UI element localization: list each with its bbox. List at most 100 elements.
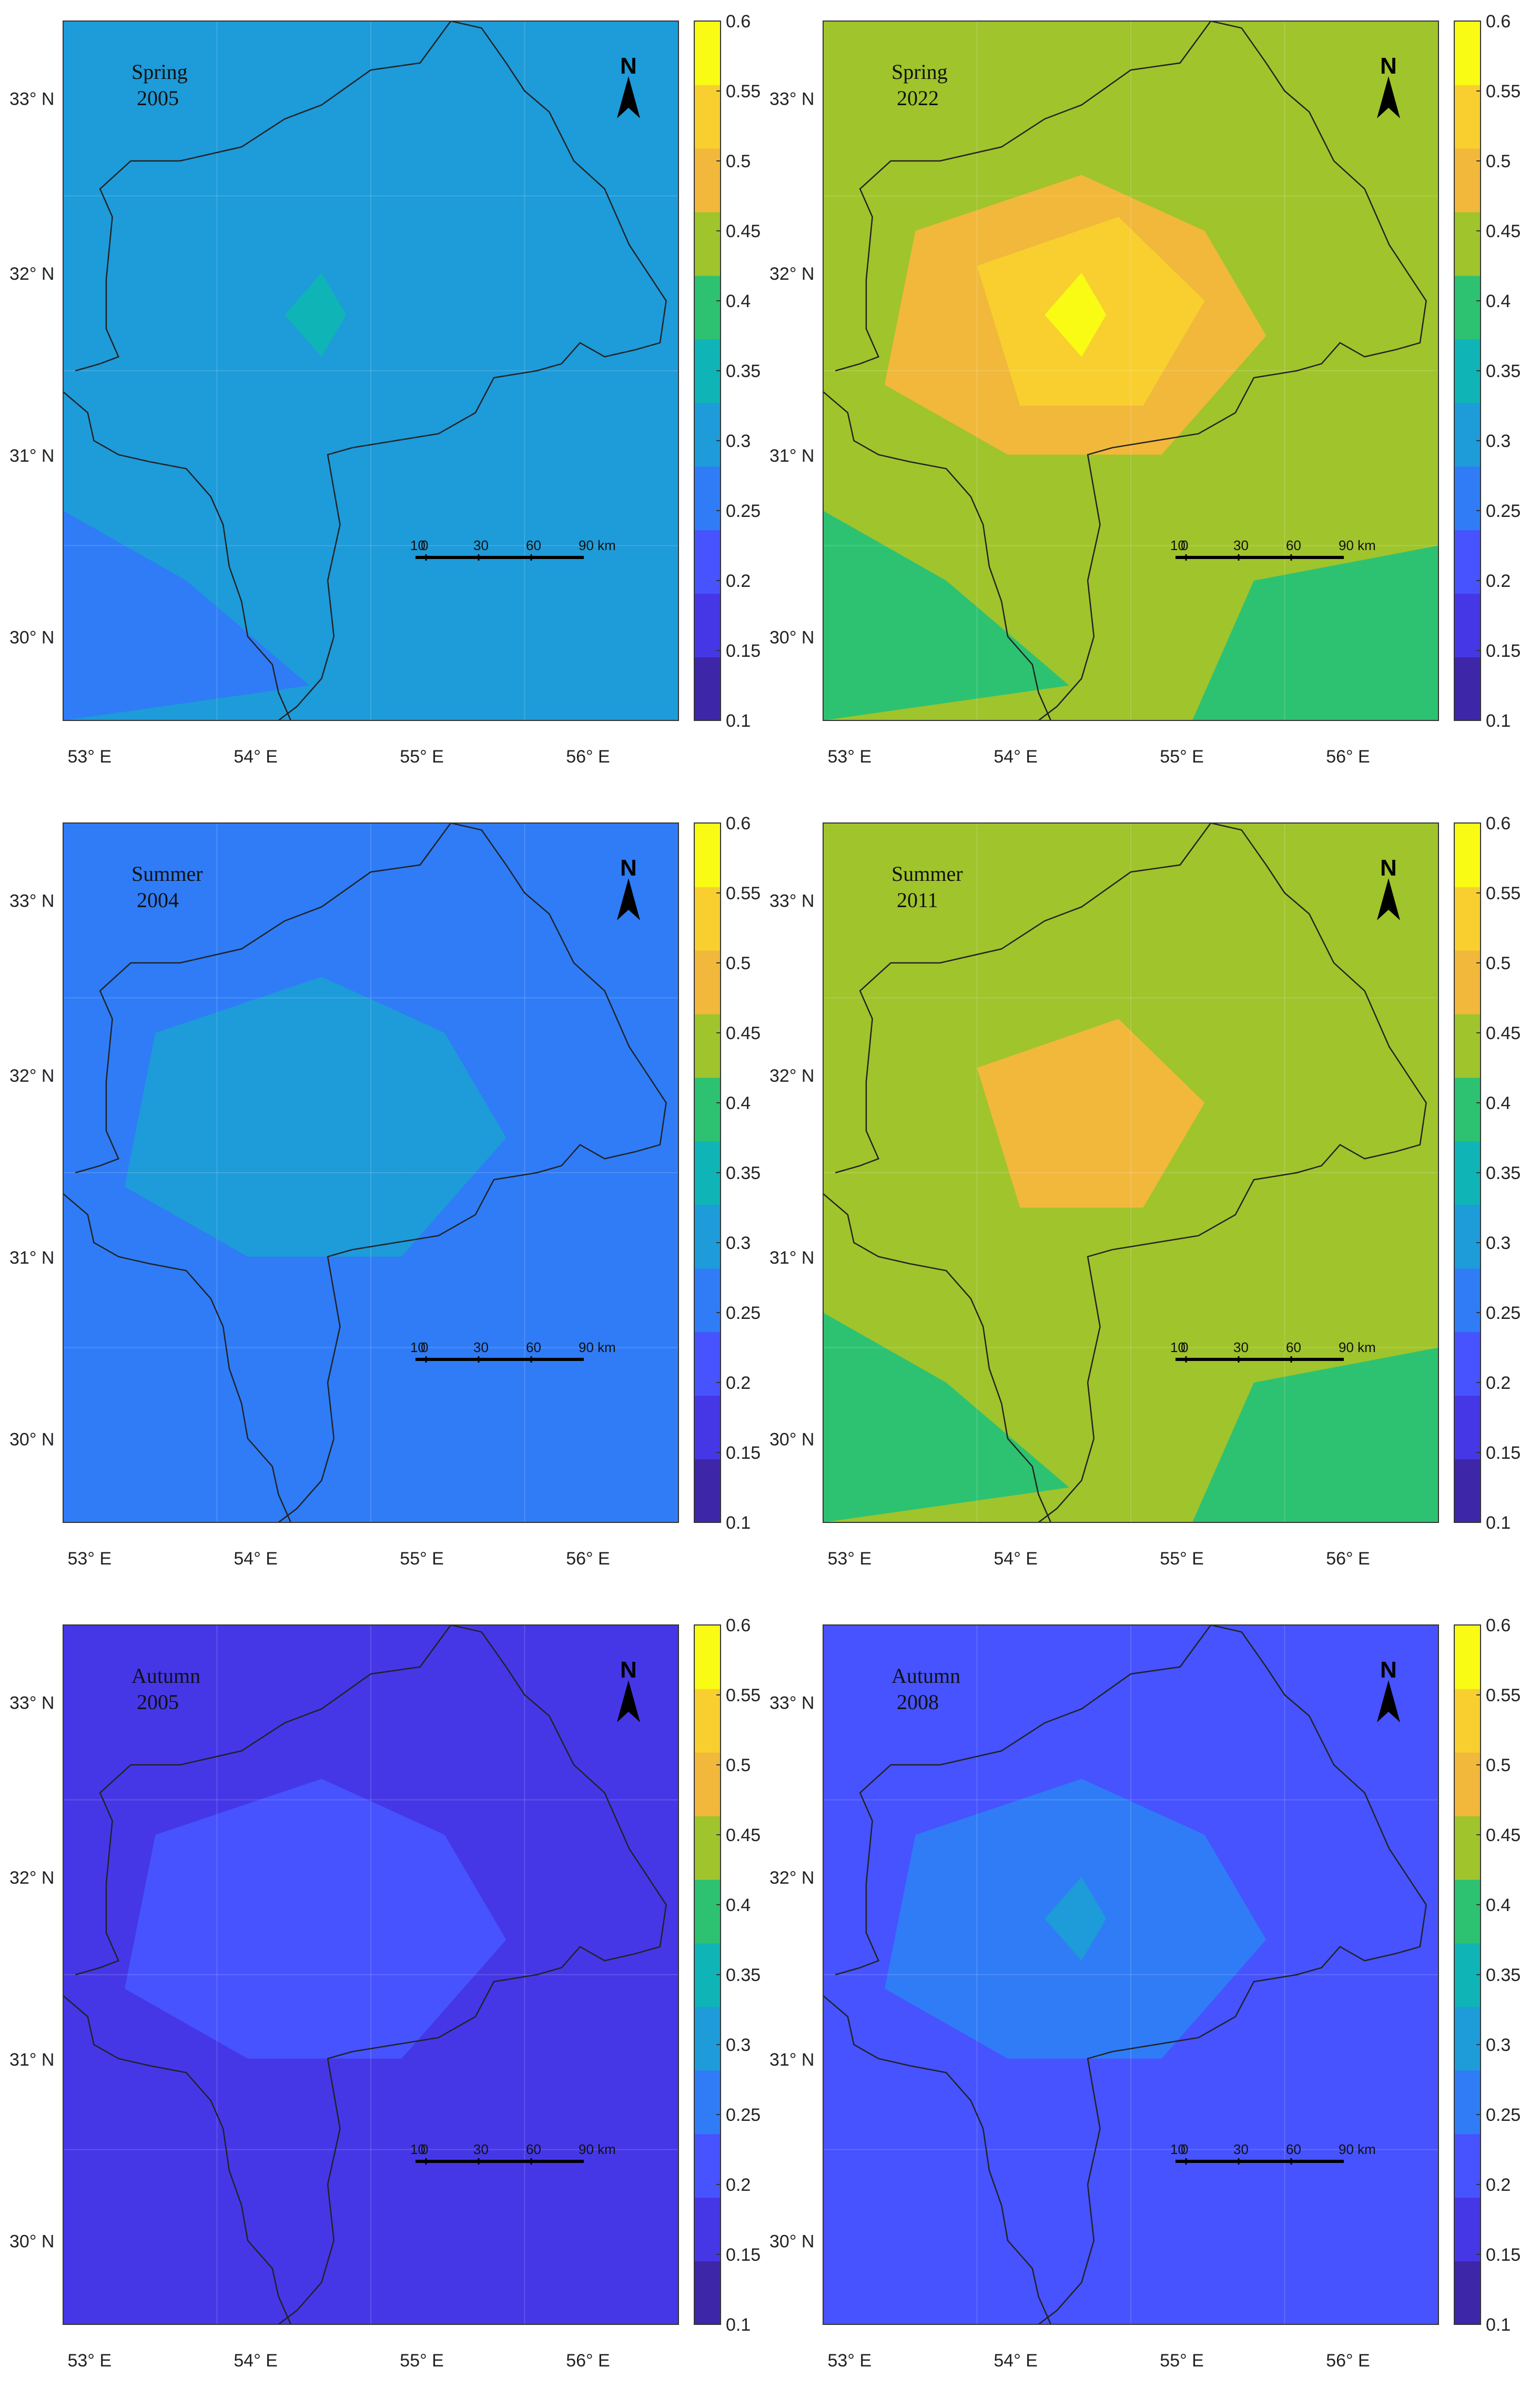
- north-arrow-icon: [617, 1680, 640, 1722]
- contour-region: [1045, 272, 1107, 357]
- scale-bar-label: 30: [1233, 537, 1249, 553]
- colorbar-segment: [694, 275, 721, 340]
- province-boundary: [75, 1625, 667, 2324]
- longitude-tick-label: 55° E: [1160, 747, 1204, 767]
- colorbar-segment: [1454, 211, 1481, 276]
- colorbar-tick-label: 0.6: [1486, 1616, 1511, 1635]
- province-boundary: [63, 1193, 292, 1522]
- colorbar-tick-label: 0.3: [1486, 431, 1511, 451]
- colorbar-segment: [694, 2261, 721, 2325]
- province-boundary: [63, 391, 292, 720]
- scale-bar-label: 0: [1181, 2141, 1188, 2157]
- panel-season-label: Summer: [131, 862, 203, 886]
- scale-bar-label: 0: [421, 537, 428, 553]
- latitude-tick-label: 32° N: [769, 1868, 814, 1888]
- colorbar-segment: [1454, 402, 1481, 467]
- colorbar-segment: [1454, 950, 1481, 1014]
- colorbar-tick-label: 0.4: [1486, 1093, 1511, 1113]
- colorbar-tick-label: 0.45: [726, 1023, 760, 1043]
- colorbar-tick-label: 0.2: [1486, 571, 1511, 591]
- north-arrow-label: N: [620, 53, 637, 79]
- latitude-tick-label: 31° N: [9, 2050, 54, 2070]
- colorbar-segment: [1454, 1459, 1481, 1523]
- colorbar-segment: [1454, 1395, 1481, 1460]
- colorbar-tick-label: 0.6: [1486, 12, 1511, 32]
- colorbar-tick-label: 0.5: [1486, 151, 1511, 171]
- colorbar-segment: [694, 1204, 721, 1269]
- colorbar-segment: [1454, 2261, 1481, 2325]
- colorbar-tick-label: 0.4: [1486, 1895, 1511, 1915]
- colorbar-tick-label: 0.35: [1486, 1163, 1520, 1183]
- colorbar-tick-label: 0.2: [726, 1373, 751, 1393]
- colorbar-segment: [694, 823, 721, 887]
- colorbar-tick-label: 0.3: [726, 1233, 751, 1253]
- contour-region: [63, 511, 309, 720]
- province-boundary: [75, 21, 667, 720]
- scale-bar-label: 90 km: [1339, 1339, 1376, 1355]
- contour-region: [285, 1876, 347, 1961]
- colorbar-segment: [694, 1077, 721, 1142]
- colorbar-tick-label: 0.5: [1486, 1755, 1511, 1775]
- contour-region: [285, 1074, 347, 1159]
- contour-region: [1045, 1876, 1107, 1961]
- scale-bar-label: 60: [1286, 537, 1301, 553]
- colorbar-tick-label: 0.45: [1486, 1825, 1520, 1845]
- longitude-tick-label: 54° E: [994, 747, 1038, 767]
- scale-bar-label: 10: [1170, 1339, 1185, 1355]
- map-panel-autumn-2005: Autumn 2005 N 10 0 30 60 90 km 33° N 32° N 31° N 30…: [0, 1604, 760, 2403]
- colorbar-segment: [1454, 1752, 1481, 1816]
- colorbar-tick-label: 0.25: [1486, 2105, 1520, 2125]
- colorbar-segment: [1454, 530, 1481, 594]
- colorbar-tick-label: 0.35: [726, 1163, 760, 1183]
- panel-season-label: Summer: [891, 862, 963, 886]
- scale-bar-label: 30: [473, 537, 489, 553]
- province-boundary: [835, 1625, 1427, 2324]
- colorbar-segment: [1454, 2070, 1481, 2135]
- scale-bar-label: 60: [526, 2141, 541, 2157]
- colorbar-tick-label: 0.15: [726, 2245, 760, 2265]
- colorbar-tick-label: 0.6: [726, 12, 751, 32]
- map-frame: [823, 1624, 1439, 2325]
- contour-region: [432, 2149, 678, 2324]
- colorbar-segment: [694, 1013, 721, 1078]
- colorbar-tick-label: 0.25: [1486, 501, 1520, 521]
- panel-year-label: 2005: [137, 86, 179, 110]
- colorbar-segment: [1454, 2133, 1481, 2198]
- colorbar-tick-label: 0.25: [1486, 1303, 1520, 1323]
- colorbar-tick-label: 0.1: [1486, 1513, 1511, 1533]
- colorbar-tick-label: 0.5: [1486, 953, 1511, 973]
- latitude-tick-label: 31° N: [9, 446, 54, 466]
- colorbar-segment: [694, 1268, 721, 1333]
- colorbar-segment: [694, 530, 721, 594]
- colorbar-segment: [694, 148, 721, 212]
- contour-region: [1192, 2149, 1438, 2324]
- province-boundary: [63, 1995, 292, 2324]
- scale-bar-label: 90 km: [579, 537, 616, 553]
- scale-bar-label: 10: [410, 1339, 425, 1355]
- map-frame: [823, 21, 1439, 721]
- scale-bar-label: 30: [1233, 1339, 1249, 1355]
- panel-year-label: 2008: [897, 1690, 939, 1714]
- longitude-tick-label: 56° E: [566, 747, 610, 767]
- colorbar-tick-label: 0.5: [726, 151, 751, 171]
- colorbar-tick-label: 0.1: [726, 1513, 751, 1533]
- colorbar-tick-label: 0.55: [726, 883, 760, 903]
- north-arrow-icon: [1377, 1680, 1400, 1722]
- colorbar-tick-label: 0.1: [726, 711, 751, 731]
- contour-region: [823, 511, 1069, 720]
- colorbar-segment: [694, 1625, 721, 1689]
- colorbar-segment: [1454, 339, 1481, 403]
- colorbar-segment: [1454, 1077, 1481, 1142]
- colorbar-segment: [694, 466, 721, 531]
- contour-region: [432, 1347, 678, 1522]
- colorbar-tick-label: 0.3: [726, 431, 751, 451]
- colorbar-segment: [1454, 2197, 1481, 2262]
- latitude-tick-label: 31° N: [769, 446, 814, 466]
- map-panel-spring-2005: Spring 2005 N 10 0 30 60 90 km 33° N 32° N 31° N 30…: [0, 0, 760, 799]
- colorbar-segment: [694, 2070, 721, 2135]
- colorbar-tick-label: 0.35: [1486, 1965, 1520, 1985]
- latitude-tick-label: 33° N: [9, 89, 54, 109]
- contour-region: [1192, 545, 1438, 720]
- longitude-tick-label: 56° E: [1326, 2351, 1370, 2371]
